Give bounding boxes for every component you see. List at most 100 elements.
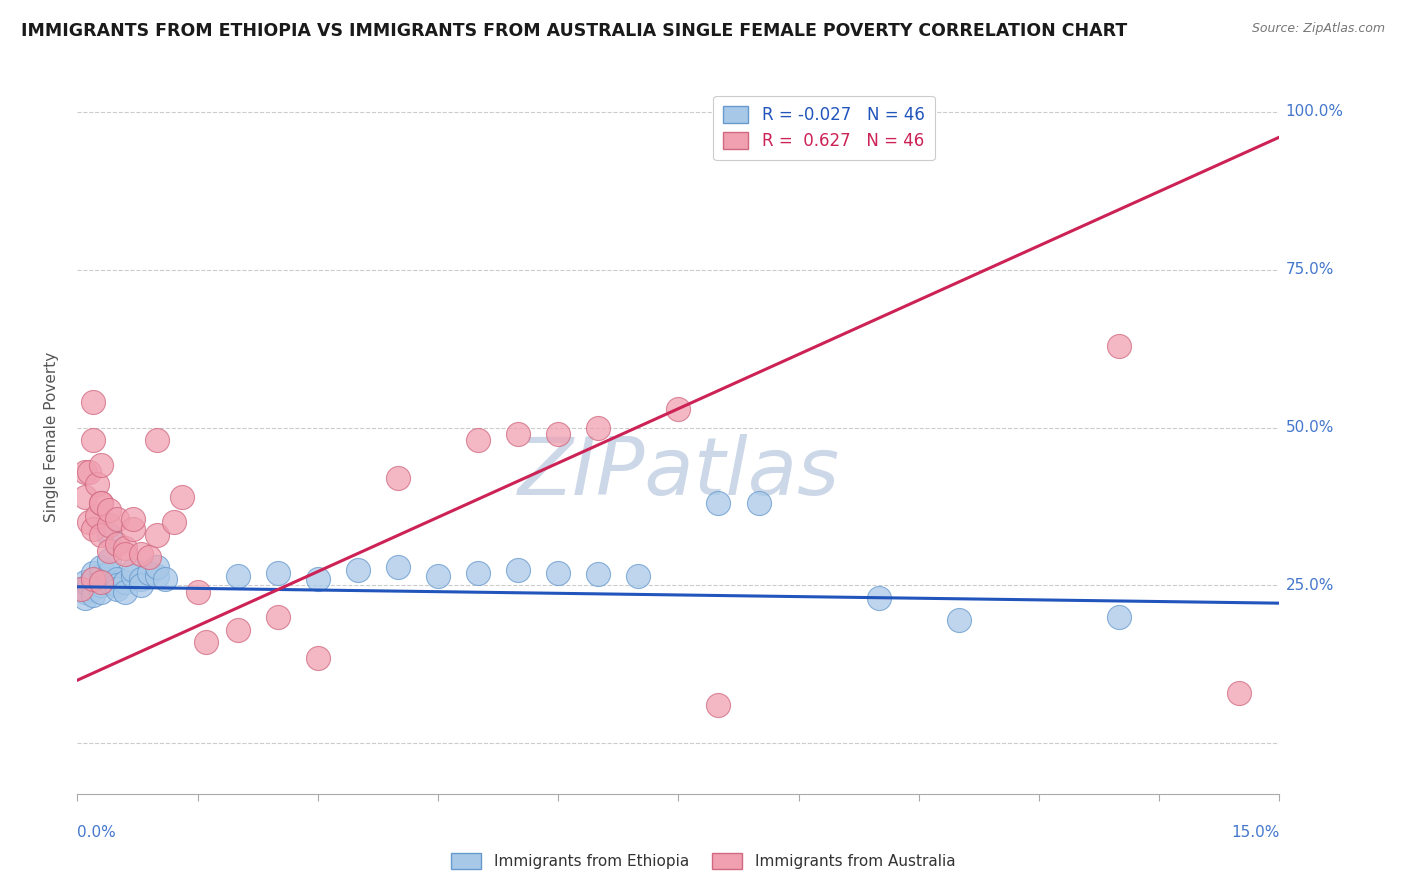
Point	[387, 559, 409, 574]
Text: 25.0%: 25.0%	[1285, 578, 1334, 593]
Point	[162, 516, 184, 530]
Point	[668, 401, 690, 416]
Point	[107, 582, 129, 596]
Point	[86, 477, 108, 491]
Text: IMMIGRANTS FROM ETHIOPIA VS IMMIGRANTS FROM AUSTRALIA SINGLE FEMALE POVERTY CORR: IMMIGRANTS FROM ETHIOPIA VS IMMIGRANTS F…	[21, 22, 1128, 40]
Point	[131, 547, 153, 561]
Point	[146, 528, 169, 542]
Point	[107, 512, 129, 526]
Point	[387, 471, 409, 485]
Point	[114, 575, 136, 590]
Point	[82, 582, 104, 596]
Point	[82, 522, 104, 536]
Point	[588, 567, 610, 582]
Point	[82, 434, 104, 448]
Point	[75, 465, 97, 479]
Point	[1229, 686, 1251, 700]
Y-axis label: Single Female Poverty: Single Female Poverty	[44, 352, 59, 522]
Point	[79, 578, 101, 592]
Point	[138, 566, 160, 580]
Point	[467, 566, 489, 580]
Point	[82, 588, 104, 602]
Point	[508, 563, 530, 577]
Point	[267, 566, 290, 580]
Point	[194, 635, 217, 649]
Point	[70, 582, 93, 596]
Point	[547, 566, 569, 580]
Point	[146, 559, 169, 574]
Point	[107, 578, 129, 592]
Text: 50.0%: 50.0%	[1285, 420, 1334, 435]
Point	[226, 623, 249, 637]
Point	[90, 559, 112, 574]
Point	[627, 569, 650, 583]
Point	[307, 572, 329, 586]
Point	[98, 518, 121, 533]
Legend: R = -0.027   N = 46, R =  0.627   N = 46: R = -0.027 N = 46, R = 0.627 N = 46	[713, 95, 935, 161]
Text: ZIPatlas: ZIPatlas	[517, 434, 839, 512]
Point	[90, 496, 112, 510]
Point	[868, 591, 890, 606]
Point	[146, 569, 169, 583]
Point	[122, 563, 145, 577]
Point	[186, 584, 209, 599]
Point	[508, 426, 530, 441]
Point	[122, 522, 145, 536]
Point	[138, 550, 160, 565]
Point	[347, 563, 370, 577]
Text: 100.0%: 100.0%	[1285, 104, 1344, 120]
Point	[1108, 338, 1130, 352]
Point	[122, 569, 145, 583]
Legend: Immigrants from Ethiopia, Immigrants from Australia: Immigrants from Ethiopia, Immigrants fro…	[444, 847, 962, 875]
Point	[467, 434, 489, 448]
Point	[90, 458, 112, 473]
Point	[98, 575, 121, 590]
Point	[70, 582, 93, 596]
Point	[114, 547, 136, 561]
Point	[82, 566, 104, 580]
Point	[98, 553, 121, 567]
Point	[131, 572, 153, 586]
Point	[114, 541, 136, 555]
Point	[707, 698, 730, 713]
Point	[170, 490, 193, 504]
Point	[90, 584, 112, 599]
Point	[90, 496, 112, 510]
Text: 15.0%: 15.0%	[1232, 825, 1279, 840]
Point	[79, 516, 101, 530]
Point	[107, 572, 129, 586]
Point	[98, 566, 121, 580]
Point	[131, 578, 153, 592]
Point	[427, 569, 450, 583]
Point	[114, 584, 136, 599]
Point	[86, 508, 108, 523]
Point	[107, 537, 129, 551]
Text: 75.0%: 75.0%	[1285, 262, 1334, 277]
Point	[588, 420, 610, 434]
Point	[122, 512, 145, 526]
Point	[98, 543, 121, 558]
Point	[79, 465, 101, 479]
Point	[146, 434, 169, 448]
Point	[307, 651, 329, 665]
Point	[75, 591, 97, 606]
Point	[75, 490, 97, 504]
Point	[82, 395, 104, 409]
Point	[82, 572, 104, 586]
Text: Source: ZipAtlas.com: Source: ZipAtlas.com	[1251, 22, 1385, 36]
Point	[948, 613, 970, 627]
Point	[90, 575, 112, 590]
Point	[748, 496, 770, 510]
Point	[707, 496, 730, 510]
Point	[226, 569, 249, 583]
Point	[98, 528, 121, 542]
Point	[90, 578, 112, 592]
Point	[82, 572, 104, 586]
Point	[90, 569, 112, 583]
Point	[75, 584, 97, 599]
Point	[1108, 610, 1130, 624]
Point	[155, 572, 177, 586]
Point	[547, 426, 569, 441]
Point	[75, 575, 97, 590]
Point	[267, 610, 290, 624]
